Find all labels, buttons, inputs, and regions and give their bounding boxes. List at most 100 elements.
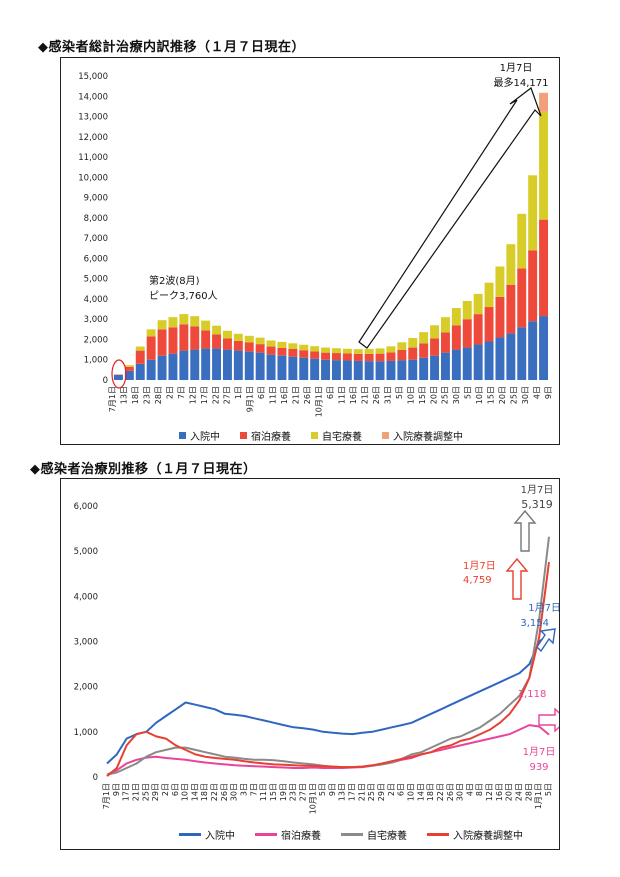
top-bar-segment (364, 361, 374, 380)
top-bar-segment (451, 349, 461, 380)
bottom-xtick-label: 4日 (465, 783, 474, 796)
top-ytick-label: 12,000 (78, 133, 108, 143)
bottom-xtick-label: 16日 (495, 783, 504, 801)
top-bar-segment (484, 341, 494, 380)
top-bar-segment (233, 333, 243, 341)
bottom-xtick-label: 5日 (318, 783, 327, 796)
top-bar-segment (244, 335, 254, 343)
bottom-xtick-label: 2日 (161, 783, 170, 796)
top-bar-segment (539, 111, 549, 220)
top-bar-segment (451, 325, 461, 350)
top-bar-segment (528, 321, 538, 380)
top-bar-segment (266, 354, 276, 380)
top-bar-segment (124, 370, 134, 380)
top-ytick-label: 2,000 (84, 335, 108, 345)
top-legend-adjust: 入院療養調整中 (382, 428, 463, 443)
top-bar-segment (397, 350, 407, 361)
top-bar-segment (440, 352, 450, 380)
top-xtick-label: 7日 (177, 386, 186, 399)
hotel-value-label: 1,118 (518, 689, 547, 700)
top-xtick-label: 10日 (406, 386, 415, 404)
top-xtick-label: 20日 (429, 386, 438, 404)
bottom-series-line (106, 561, 550, 777)
bottom-series-line (106, 633, 550, 765)
bottom-xtick-label: 29日 (377, 783, 386, 801)
top-bar-segment (419, 332, 429, 344)
bottom-xtick-label: 27日 (298, 783, 307, 801)
top-legend-home: 自宅療養 (311, 428, 362, 443)
top-bar-segment (288, 343, 298, 349)
top-bar-segment (364, 348, 374, 354)
top-chart: 0 1,000 2,000 3,000 4,000 5,000 6,000 7,000 8,00… (78, 62, 553, 417)
bottom-chart-legend: 入院中 宿泊療養 自宅療養 入院療養調整中 (179, 827, 523, 842)
top-bar-segment (124, 366, 134, 371)
top-ytick-label: 11,000 (78, 153, 108, 163)
top-bar-segment (124, 365, 134, 367)
bottom-xtick-label: 23日 (289, 783, 298, 801)
top-bar-segment (255, 344, 265, 353)
top-legend-hospital-label: 入院中 (190, 432, 220, 443)
top-ytick-label: 3,000 (84, 315, 108, 325)
hotel-annotation-line2: 939 (529, 762, 548, 773)
bottom-legend-hospital: 入院中 (179, 827, 235, 842)
top-bar-segment (168, 317, 178, 328)
bottom-xtick-label: 8日 (475, 783, 484, 796)
top-bar-segment (342, 360, 352, 380)
bottom-ytick-label: 6,000 (74, 502, 98, 512)
top-legend-home-label: 自宅療養 (322, 432, 362, 443)
bottom-xtick-label: 21日 (357, 783, 366, 801)
top-bar-segment (528, 250, 538, 322)
top-bar-segment (321, 347, 331, 353)
top-xtick-label: 16日 (349, 386, 358, 404)
bottom-legend-home-label: 自宅療養 (367, 831, 407, 842)
top-legend-hospital: 入院中 (179, 428, 220, 443)
top-bar-segment (146, 336, 156, 360)
bottom-ytick-label: 3,000 (74, 638, 98, 648)
top-bar-segment (430, 338, 440, 356)
top-ytick-label: 13,000 (78, 113, 108, 123)
top-bar-segment (408, 359, 418, 380)
hosp-annotation-line1: 1月7日 (528, 602, 559, 614)
bottom-xtick-label: 1月1日 (534, 783, 543, 809)
bottom-xtick-label: 11日 (259, 783, 268, 801)
top-xtick-label: 4日 (533, 386, 542, 399)
top-xtick-label: 23日 (142, 386, 151, 404)
top-xtick-label: 12日 (188, 386, 197, 404)
top-bar-segment (539, 92, 549, 112)
top-bar-segment (386, 346, 396, 353)
top-bar-segment (266, 340, 276, 347)
bottom-xtick-label: 2日 (387, 783, 396, 796)
top-bar-segment (364, 353, 374, 362)
bottom-ytick-label: 1,000 (74, 728, 98, 738)
top-bar-segment (462, 347, 472, 380)
top-bar-segment (473, 344, 483, 380)
hosp-arrow (536, 628, 556, 653)
bottom-xtick-label: 22日 (436, 783, 445, 801)
top-bar-segment (375, 361, 385, 380)
top-bar-segment (342, 353, 352, 361)
top-bar-segment (321, 359, 331, 380)
top-bar-segment (233, 350, 243, 380)
top-bar-segment (222, 330, 232, 339)
top-xtick-label: 15日 (487, 386, 496, 404)
top-bar-segment (299, 350, 309, 358)
top-xtick-label: 25日 (510, 386, 519, 404)
bottom-ytick-label: 0 (93, 773, 98, 783)
bottom-legend-hotel-label: 宿泊療養 (281, 831, 321, 842)
bottom-xtick-label: 30日 (456, 783, 465, 801)
top-bar-segment (375, 353, 385, 362)
top-bar-segment (331, 360, 341, 380)
bottom-legend-hospital-label: 入院中 (205, 831, 235, 842)
bottom-legend-adjust-label: 入院療養調整中 (453, 831, 523, 842)
top-bar-segment (255, 337, 265, 345)
bottom-xtick-label: 24日 (515, 783, 524, 801)
bottom-xtick-label: 6日 (171, 783, 180, 796)
top-ytick-label: 0 (103, 376, 108, 386)
top-bar-segment (310, 346, 320, 352)
top-bar-segment (244, 351, 254, 380)
top-ytick-label: 14,000 (78, 92, 108, 102)
top-bar-segment (430, 325, 440, 339)
bottom-xtick-label: 29日 (151, 783, 160, 801)
top-bar-segment (299, 357, 309, 380)
